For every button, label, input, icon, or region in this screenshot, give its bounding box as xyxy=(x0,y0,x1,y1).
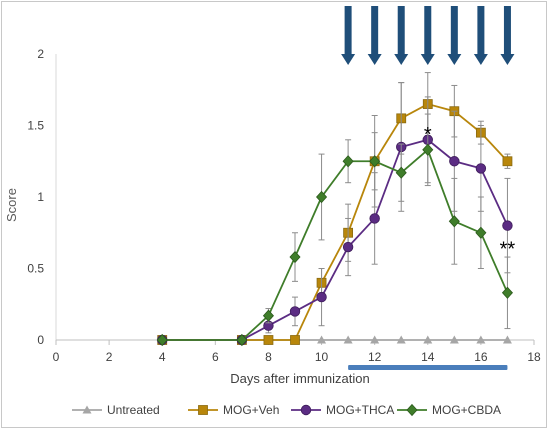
data-point xyxy=(502,335,512,344)
treatment-arrow xyxy=(500,6,515,65)
y-axis-label: Score xyxy=(4,188,19,222)
data-point xyxy=(449,156,460,167)
y-tick-label: 1.5 xyxy=(27,119,44,133)
data-point xyxy=(369,213,380,224)
data-point xyxy=(317,335,327,344)
legend-marker xyxy=(300,404,312,416)
annotations: *** xyxy=(424,124,516,260)
x-tick-label: 0 xyxy=(53,350,60,364)
data-point xyxy=(476,335,486,344)
legend-label: MOG+Veh xyxy=(223,403,279,417)
data-point xyxy=(343,335,353,344)
data-point xyxy=(342,241,354,253)
x-tick-label: 12 xyxy=(368,350,382,364)
data-point xyxy=(156,333,168,347)
x-tick-label: 14 xyxy=(421,350,435,364)
data-point xyxy=(263,335,274,345)
data-point xyxy=(396,335,406,344)
x-axis-label: Days after immunization xyxy=(230,371,369,386)
y-tick-label: 0.5 xyxy=(27,262,44,276)
legend-item: MOG+CBDA xyxy=(397,403,501,417)
data-point xyxy=(395,166,407,179)
data-point xyxy=(449,335,459,344)
series-layer xyxy=(156,72,513,347)
treatment-arrow xyxy=(447,6,462,65)
chart-svg: 00.511.52 0 2 4 6 8 10 12 14 16 18 Score *** Days… xyxy=(4,6,541,417)
legend-marker xyxy=(406,403,418,417)
treatment-arrow xyxy=(473,6,488,65)
treatment-arrow xyxy=(394,6,409,65)
x-tick-label: 6 xyxy=(212,350,219,364)
y-tick-label: 2 xyxy=(37,47,44,61)
data-point xyxy=(290,335,300,345)
x-axis: 0 2 4 6 8 10 12 14 16 18 xyxy=(53,339,541,364)
legend: Untreated MOG+Veh MOG+THCA MOG+CBDA xyxy=(72,403,501,417)
significance-marker: * xyxy=(424,124,432,146)
legend-marker xyxy=(198,405,208,415)
data-point xyxy=(502,220,513,231)
data-point xyxy=(502,156,513,167)
data-point xyxy=(289,306,301,317)
legend-label: MOG+CBDA xyxy=(432,403,501,417)
data-point xyxy=(423,335,433,344)
significance-marker: ** xyxy=(500,239,516,261)
legend-item: Untreated xyxy=(72,403,160,417)
series-line xyxy=(162,148,509,341)
y-tick-label: 1 xyxy=(37,190,44,204)
x-tick-label: 4 xyxy=(159,350,166,364)
treatment-arrow xyxy=(341,6,356,65)
x-tick-label: 8 xyxy=(265,350,272,364)
series-mog-veh xyxy=(157,72,513,345)
data-point xyxy=(501,286,513,299)
treatment-arrows xyxy=(341,6,515,65)
data-point xyxy=(422,143,434,156)
legend-label: MOG+THCA xyxy=(326,403,394,417)
data-point xyxy=(370,335,380,344)
data-point xyxy=(289,250,301,264)
legend-item: MOG+THCA xyxy=(291,403,394,417)
treatment-arrow xyxy=(367,6,382,65)
data-point xyxy=(316,291,327,303)
legend-marker xyxy=(82,405,92,414)
data-point xyxy=(236,333,248,347)
treatment-arrow xyxy=(420,6,435,65)
y-tick-label: 0 xyxy=(37,333,44,347)
x-tick-label: 2 xyxy=(106,350,113,364)
y-axis: 0 0.5 1 1.5 2 xyxy=(27,47,57,347)
series-line xyxy=(162,138,509,341)
data-point xyxy=(475,226,487,239)
series-mog-thca xyxy=(157,82,513,346)
treatment-period-bar xyxy=(348,365,508,370)
chart-frame: 0 0.5 1 1.5 2 0 2 4 6 8 10 12 14 16 18 Score * ** Days… xyxy=(1,1,547,428)
x-tick-label: 18 xyxy=(527,350,541,364)
x-tick-label: 16 xyxy=(474,350,488,364)
series-mog-cbda xyxy=(156,113,513,347)
legend-item: MOG+Veh xyxy=(188,403,279,417)
data-point xyxy=(262,309,274,322)
data-point xyxy=(316,190,328,204)
data-point xyxy=(448,215,460,228)
data-point xyxy=(369,155,381,168)
data-point xyxy=(342,155,354,168)
data-point xyxy=(475,163,487,174)
x-tick-label: 10 xyxy=(315,350,329,364)
legend-label: Untreated xyxy=(107,403,160,417)
